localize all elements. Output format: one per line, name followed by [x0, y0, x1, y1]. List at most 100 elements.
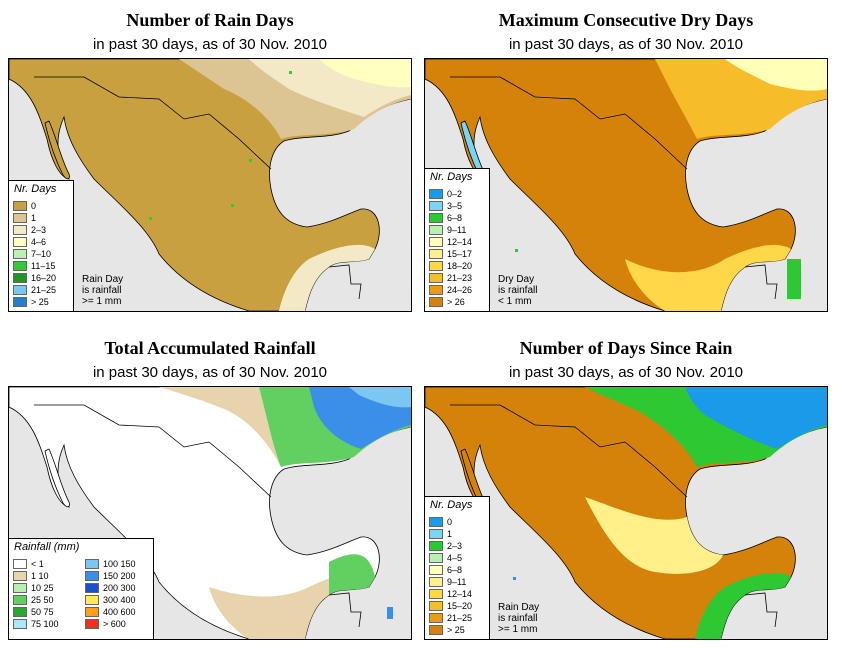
legend-label: 12–14	[447, 237, 473, 247]
legend-note: Rain Day is rainfall >= 1 mm	[498, 602, 539, 635]
legend-label: 300 400	[103, 595, 136, 605]
central-yellow-region	[585, 497, 723, 574]
legend-title: Rainfall (mm)	[14, 541, 80, 553]
legend-swatch	[429, 189, 443, 199]
legend-swatch	[429, 601, 443, 611]
note-line: Dry Day	[498, 274, 535, 285]
legend-label: 4–5	[447, 553, 463, 563]
legend-label: 0	[31, 201, 37, 211]
panel-title: Total Accumulated Rainfall	[104, 338, 316, 358]
note-line: is rainfall	[498, 285, 538, 296]
legend-swatch	[429, 565, 443, 575]
legend-title: Nr. Days	[14, 183, 57, 195]
legend-label: 200 300	[103, 583, 136, 593]
legend-label: 75 100	[31, 619, 59, 629]
guatemala-border	[744, 592, 778, 628]
legend-label: 18–20	[447, 261, 473, 271]
legend-swatch	[13, 249, 27, 259]
yucatan-light	[279, 244, 375, 311]
panel-days-since-rain: Number of Days Since Rain in past 30 day…	[424, 328, 828, 646]
legend-max-dry-days: Nr. Days 0–2 3–5 6–8 9–11 12–14 15–17 18…	[424, 168, 490, 312]
legend-swatch	[13, 583, 27, 593]
note-line: >= 1 mm	[498, 624, 538, 635]
legend-swatch	[13, 297, 27, 307]
yucatan-green	[329, 554, 375, 595]
legend-swatch	[13, 213, 27, 223]
legend-swatch	[13, 571, 27, 581]
legend-title: Nr. Days	[430, 499, 473, 511]
legend-label: 12–14	[447, 589, 473, 599]
legend-label: > 600	[103, 619, 126, 629]
legend-label: 3–5	[447, 201, 463, 211]
legend-swatch	[429, 225, 443, 235]
guatemala-border	[328, 264, 362, 300]
legend-label: 1	[447, 529, 453, 539]
legend-swatch	[429, 237, 443, 247]
legend-label: 10 25	[31, 583, 54, 593]
legend-swatch	[429, 201, 443, 211]
legend-label: 0	[447, 517, 453, 527]
legend-label: 15–17	[447, 249, 473, 259]
legend-swatch	[429, 589, 443, 599]
panel-subtitle: in past 30 days, as of 30 Nov. 2010	[508, 36, 744, 53]
legend-label: 400 600	[103, 607, 136, 617]
legend-swatch	[429, 541, 443, 551]
guatemala-border	[328, 592, 362, 628]
coast-blue	[387, 607, 393, 619]
panel-title: Number of Rain Days	[126, 10, 294, 30]
legend-swatch	[429, 285, 443, 295]
panel-max-dry-days: Maximum Consecutive Dry Days in past 30 …	[424, 0, 828, 318]
legend-note: Rain Day is rainfall >= 1 mm	[82, 274, 123, 307]
note-line: is rainfall	[82, 285, 122, 296]
legend-swatch	[429, 297, 443, 307]
note-line: is rainfall	[498, 613, 538, 624]
legend-swatch	[429, 613, 443, 623]
legend-swatch	[429, 273, 443, 283]
legend-swatch	[13, 201, 27, 211]
legend-label: 21–25	[447, 613, 473, 623]
east-yellow-region	[319, 59, 411, 88]
legend-label: 16–20	[31, 273, 57, 283]
legend-label: 7–10	[31, 249, 52, 259]
legend-label: < 1	[31, 559, 44, 569]
legend-label: 50 75	[31, 607, 54, 617]
legend-label: > 25	[447, 625, 465, 635]
baja-peninsula	[44, 120, 70, 180]
legend-label: > 25	[31, 297, 49, 307]
legend-swatch	[13, 237, 27, 247]
legend-days-since-rain: Nr. Days 0 1 2–3 4–5 6–8 9–11 12–14 15–2…	[424, 496, 490, 640]
legend-swatch	[429, 517, 443, 527]
legend-swatch	[85, 583, 99, 593]
legend-swatch	[85, 559, 99, 569]
gulf-dot	[149, 217, 152, 220]
note-line: Rain Day	[498, 602, 540, 613]
legend-swatch	[429, 553, 443, 563]
panel-title: Maximum Consecutive Dry Days	[498, 10, 754, 30]
legend-label: 0–2	[447, 189, 463, 199]
us-mexico-border	[34, 404, 272, 498]
guatemala-border	[744, 264, 778, 300]
legend-label: 25 50	[31, 595, 54, 605]
legend-label: 11–15	[31, 261, 56, 271]
legend-label: 9–11	[447, 225, 467, 235]
legend-title: Nr. Days	[430, 171, 473, 183]
legend-swatch	[13, 607, 27, 617]
panel-rain-days: Number of Rain Days in past 30 days, as …	[8, 0, 412, 318]
legend-label: 100 150	[103, 559, 136, 569]
green-patch	[787, 259, 801, 299]
legend-label: 2–3	[31, 225, 47, 235]
legend-swatch	[429, 213, 443, 223]
panel-title: Number of Days Since Rain	[519, 338, 733, 358]
note-line: >= 1 mm	[82, 296, 122, 307]
baja-peninsula	[44, 448, 70, 508]
legend-swatch	[429, 625, 443, 635]
panel-subtitle: in past 30 days, as of 30 Nov. 2010	[92, 364, 328, 381]
map-rain-days	[8, 58, 412, 312]
east-yellow-region	[725, 59, 827, 91]
legend-swatch	[85, 595, 99, 605]
note-line: Rain Day	[82, 274, 124, 285]
panel-subtitle: in past 30 days, as of 30 Nov. 2010	[92, 36, 328, 53]
legend-label: 24–26	[447, 285, 473, 295]
gulf-dot	[515, 249, 518, 252]
legend-label: 21–23	[447, 273, 473, 283]
